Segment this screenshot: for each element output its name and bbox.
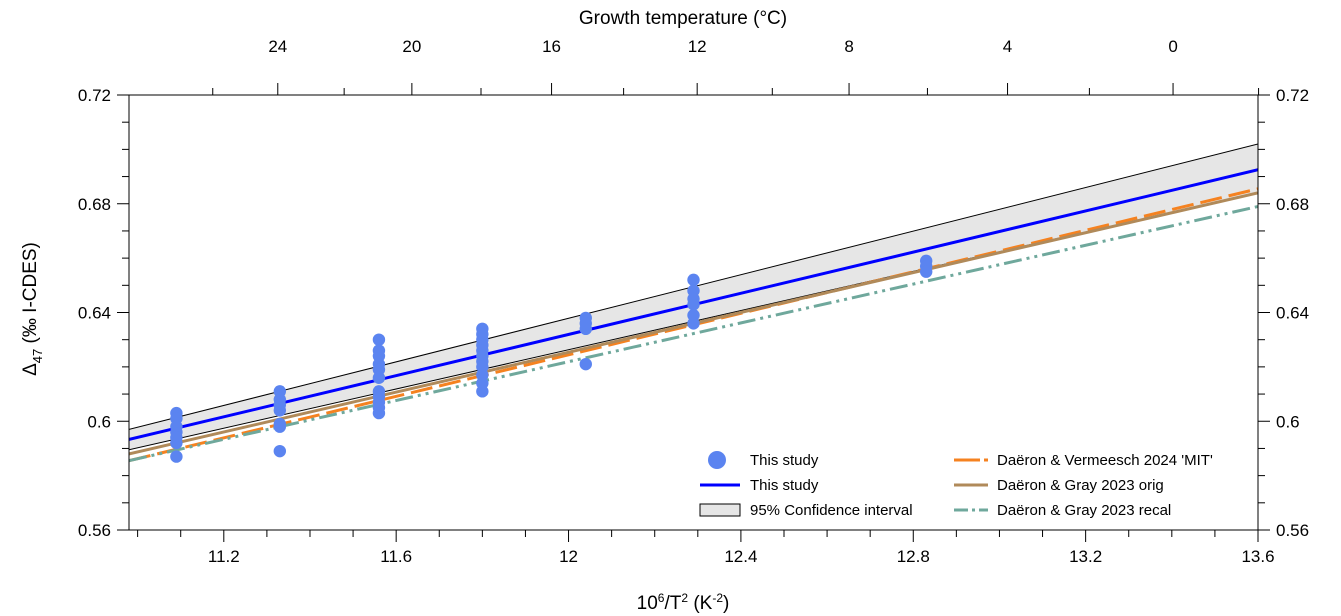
y-left-tick-label-2: 0.64 xyxy=(78,304,111,323)
x-tick-label-4: 12.8 xyxy=(897,547,930,566)
legend-marker-scatter xyxy=(708,451,726,469)
data-point-39 xyxy=(579,357,592,371)
data-point-45 xyxy=(687,317,700,330)
top-axis-title: Growth temperature (°C) xyxy=(579,8,787,29)
y-right-tick-label-2: 0.64 xyxy=(1276,304,1309,323)
y-left-tick-label-0: 0.56 xyxy=(78,521,111,540)
y-left-tick-label-1: 0.6 xyxy=(87,412,111,431)
x-tick-label-0: 11.2 xyxy=(208,547,240,566)
x-tick-label-1: 11.6 xyxy=(380,547,412,566)
data-point-38 xyxy=(579,322,592,336)
data-point-35 xyxy=(476,385,489,398)
legend-label-scatter: This study xyxy=(750,452,819,469)
data-point-14 xyxy=(372,333,386,346)
top-tick-label-2: 16 xyxy=(542,37,561,56)
legend-label-series-0: Daëron & Vermeesch 2024 'MIT' xyxy=(997,452,1213,469)
data-point-24 xyxy=(372,406,386,420)
top-tick-label-5: 4 xyxy=(1003,37,1012,56)
legend-label-regression: This study xyxy=(750,477,819,494)
legend-label-confidence: 95% Confidence interval xyxy=(750,502,913,519)
data-point-12 xyxy=(273,420,287,433)
y-axis-title-sub: 47 xyxy=(30,349,45,363)
data-point-13 xyxy=(273,444,287,458)
y-axis-title: Δ47 (‰ I-CDES) xyxy=(20,242,45,376)
data-point-43 xyxy=(687,298,700,311)
data-point-10 xyxy=(273,404,287,417)
top-tick-label-3: 12 xyxy=(688,37,707,56)
x-tick-label-6: 13.6 xyxy=(1241,547,1274,566)
y-right-tick-label-0: 0.56 xyxy=(1276,521,1309,540)
top-tick-label-1: 20 xyxy=(402,37,421,56)
y-right-tick-label-4: 0.72 xyxy=(1276,86,1309,105)
legend: This study This study 95% Confidence inter… xyxy=(699,451,1213,519)
data-point-19 xyxy=(372,371,386,384)
legend-label-series-2: Daëron & Gray 2023 recal xyxy=(997,502,1171,519)
y-right-tick-label-1: 0.6 xyxy=(1276,412,1300,431)
y-left-tick-label-3: 0.68 xyxy=(78,195,111,214)
data-point-40 xyxy=(687,273,700,287)
x-axis-title-sup2: 2 xyxy=(681,591,688,605)
legend-label-series-1: Daëron & Gray 2023 orig xyxy=(997,477,1164,494)
axes: 11.2 11.6 12 12.4 12.8 13.2 13.60.56 0.560.6 0.6… xyxy=(78,37,1309,566)
top-tick-label-6: 0 xyxy=(1168,37,1177,56)
x-axis-title-base: 10 xyxy=(637,593,658,614)
x-axis-title: 106/T2 (K-2) xyxy=(637,591,730,614)
x-axis-title-end: ) xyxy=(723,593,729,614)
x-axis-title-mid: /T xyxy=(664,593,681,614)
data-point-48 xyxy=(919,265,933,278)
y-axis-title-rest: (‰ I-CDES) xyxy=(20,242,41,349)
y-right-tick-label-3: 0.68 xyxy=(1276,195,1309,214)
x-axis-title-unit-sup: -2 xyxy=(712,591,723,605)
y-left-tick-label-4: 0.72 xyxy=(78,86,111,105)
y-axis-title-symbol: Δ xyxy=(20,363,41,376)
x-tick-label-3: 12.4 xyxy=(724,547,757,566)
x-axis-title-unit: (K xyxy=(688,593,713,614)
plot-area xyxy=(129,143,1258,463)
legend-marker-confidence xyxy=(699,503,741,517)
x-tick-label-2: 12 xyxy=(559,547,578,566)
top-tick-label-4: 8 xyxy=(844,37,853,56)
data-point-6 xyxy=(170,450,183,463)
data-point-5 xyxy=(170,436,183,450)
series-line-2 xyxy=(129,205,1258,463)
x-tick-label-5: 13.2 xyxy=(1069,547,1102,566)
x-axis-title-sup: 6 xyxy=(658,591,665,605)
top-tick-label-0: 24 xyxy=(268,37,287,56)
